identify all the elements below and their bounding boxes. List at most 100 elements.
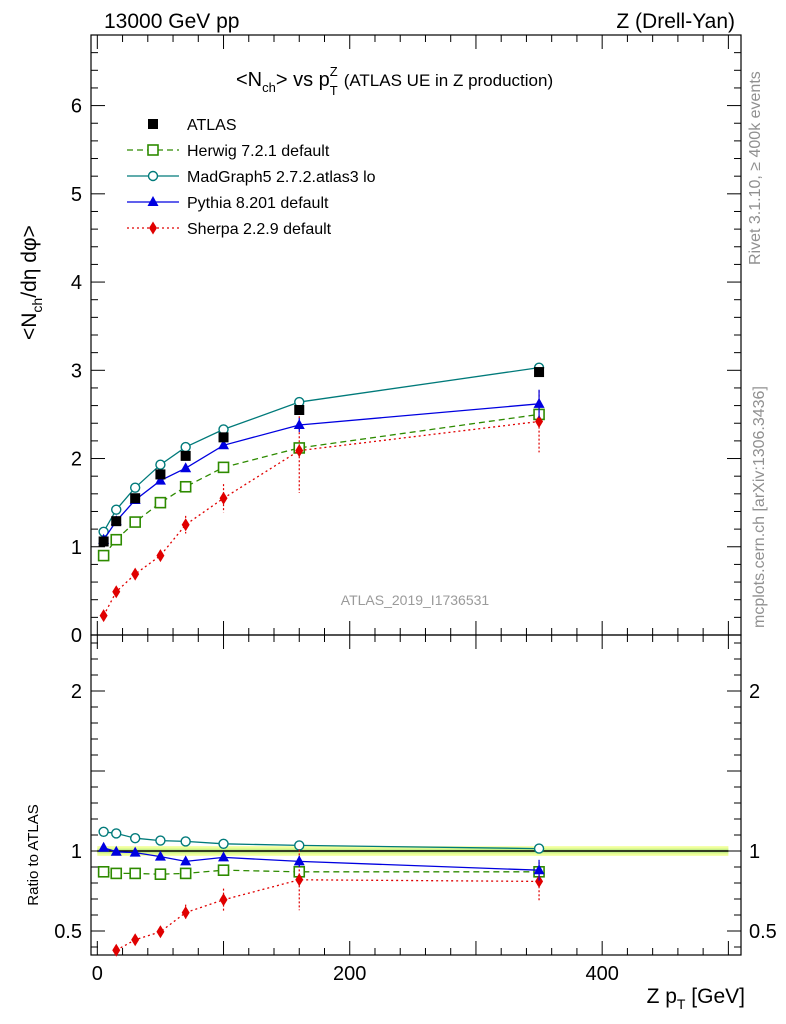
chart-title: <Nch> vs pTZ (ATLAS UE in Z production) [236,64,553,98]
legend-marker [147,170,159,182]
ratio-point-herwig [97,865,110,878]
ratio-y-tick-label-right: 0.5 [749,921,777,943]
ratio-point-madgraph [533,843,545,854]
ratio-y-axis-label: Ratio to ATLAS [25,804,42,905]
ratio-y-tick-label-right: 1 [749,841,760,863]
ratio-y-tick-label-right: 2 [749,681,760,703]
legend-marker [149,221,157,235]
main-series-sherpa [99,390,544,623]
main-line-sherpa [103,420,540,616]
ratio-series-madgraph [98,826,545,854]
legend-item-sherpa: Sherpa 2.2.9 default [127,221,332,238]
main-point-pythia [180,462,192,473]
main-point-atlas [98,536,109,547]
ratio-y-tick-label: 1 [71,841,82,863]
ratio-point-herwig [110,867,123,880]
main-panel: 0 1 2 3 4 5 6 [71,34,742,955]
ratio-point-pythia [533,864,545,875]
legend-label: Sherpa 2.2.9 default [187,221,332,238]
main-point-madgraph [111,504,122,515]
main-series-madgraph [98,362,545,537]
ratio-point-sherpa [219,893,228,907]
ratio-point-sherpa [131,933,140,947]
ratio-point-sherpa [181,906,190,920]
y-tick-label: 1 [71,537,82,559]
main-point-sherpa [181,518,190,532]
main-point-sherpa [112,585,121,599]
header-left: 13000 GeV pp [104,10,239,33]
main-point-sherpa [156,549,165,563]
main-point-pythia [293,419,305,429]
legend-item-madgraph: MadGraph5 2.7.2.atlas3 lo [127,169,376,186]
y-tick-label: 2 [71,449,82,471]
ratio-point-pythia [129,846,141,857]
legend-label: Herwig 7.2.1 default [187,143,330,160]
main-point-madgraph [180,441,191,453]
ratio-point-sherpa [156,925,165,939]
ratio-point-pythia [218,851,230,862]
ratio-point-sherpa [295,873,304,887]
main-point-herwig [129,516,141,528]
ratio-line-herwig [103,869,540,875]
ratio-series-pythia [98,841,545,881]
legend-marker [148,119,158,129]
main-point-sherpa [219,491,228,505]
main-point-herwig [97,549,110,562]
y-tick-label: 4 [71,272,82,294]
main-point-herwig [154,496,167,509]
legend-label: MadGraph5 2.7.2.atlas3 lo [187,169,376,186]
main-point-herwig [179,480,192,493]
ratio-point-pythia [98,841,110,852]
mcplots-label: mcplots.cern.ch [arXiv:1306.3436] [751,386,768,628]
main-point-pythia [533,397,545,408]
legend-item-herwig: Herwig 7.2.1 default [127,143,330,160]
main-point-pythia [154,474,166,485]
legend-marker [147,196,159,206]
rivet-version-label: Rivet 3.1.10, ≥ 400k events [747,71,764,265]
legend-marker [147,144,159,156]
ratio-point-pythia [180,855,192,866]
ratio-point-madgraph [129,833,141,844]
ratio-point-madgraph [98,826,109,837]
main-line-pythia [103,403,540,541]
ratio-series-sherpa [112,849,544,957]
x-axis-label: Z pT [GeV] [647,985,745,1012]
legend: ATLAS Herwig 7.2.1 default MadGraph5 2.7.2… [127,117,376,238]
legend-item-atlas: ATLAS [148,117,237,134]
analysis-label: ATLAS_2019_I1736531 [341,592,490,608]
y-tick-label: 6 [71,96,82,118]
main-point-atlas [534,367,545,378]
legend-label: Pythia 8.201 default [187,195,329,212]
ratio-point-pythia [110,845,122,856]
main-point-madgraph [129,482,141,493]
ratio-point-sherpa [112,943,121,957]
legend-label: ATLAS [187,117,237,134]
ratio-point-madgraph [111,828,122,839]
header-right: Z (Drell-Yan) [616,10,735,33]
ratio-line-sherpa [115,879,540,951]
main-point-sherpa [131,567,140,581]
ratio-point-herwig [154,868,167,881]
ratio-frame [90,634,742,956]
x-tick-label: 200 [333,963,366,985]
main-point-atlas [155,469,166,480]
main-point-sherpa [535,414,544,428]
ratio-point-madgraph [180,836,191,847]
main-point-pythia [218,439,230,450]
y-tick-label: 3 [71,360,82,382]
main-point-atlas [218,432,229,443]
ratio-point-herwig [179,867,192,880]
main-point-atlas [130,493,141,504]
main-point-sherpa [99,609,108,623]
ratio-point-madgraph [155,835,166,846]
main-point-herwig [110,533,123,546]
main-point-atlas [111,516,122,527]
main-series-herwig [97,408,545,562]
ratio-point-madgraph [294,840,305,851]
ratio-point-herwig [217,864,230,877]
y-tick-label: 5 [71,184,82,206]
legend-item-pythia: Pythia 8.201 default [127,195,329,212]
ratio-point-pythia [293,855,305,866]
main-y-axis-label: <Nch/dη dφ> [18,225,45,340]
